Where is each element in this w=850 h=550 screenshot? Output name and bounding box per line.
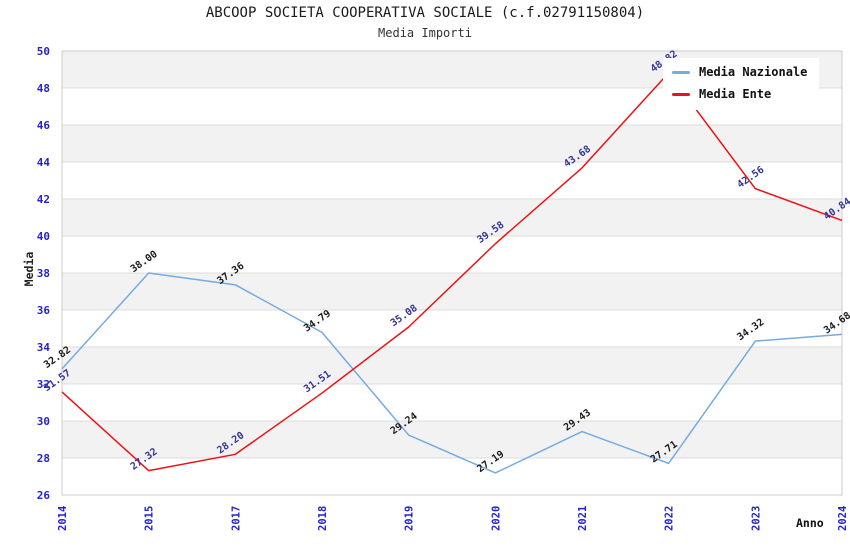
x-tick-label: 2017 <box>230 506 242 531</box>
legend-item-media-ente: Media Ente <box>672 87 807 101</box>
y-tick-label: 44 <box>37 156 51 169</box>
x-tick-label: 2020 <box>490 506 502 531</box>
series-line-media-ente <box>61 72 843 472</box>
plot-band <box>62 421 842 458</box>
y-tick-label: 46 <box>37 119 51 132</box>
plot-band <box>62 347 842 384</box>
legend-item-media-nazionale: Media Nazionale <box>672 65 807 79</box>
x-tick-label: 2021 <box>577 506 589 531</box>
point-label: 34.32 <box>735 317 766 343</box>
legend-label-media-nazionale: Media Nazionale <box>699 65 808 79</box>
x-tick-label: 2023 <box>750 506 762 531</box>
x-tick-label: 2014 <box>57 506 69 531</box>
x-tick-label: 2019 <box>404 506 416 531</box>
plot-band <box>62 199 842 236</box>
y-tick-label: 38 <box>37 267 50 280</box>
y-tick-label: 48 <box>37 82 50 95</box>
plot-band <box>62 273 842 310</box>
x-axis-title: Anno <box>796 516 824 530</box>
y-tick-label: 30 <box>37 415 50 428</box>
plot-border <box>61 50 843 496</box>
point-label: 34.68 <box>822 310 850 336</box>
x-tick-label: 2022 <box>664 506 676 531</box>
chart-title: ABCOOP SOCIETA COOPERATIVA SOCIALE (c.f.… <box>205 5 645 21</box>
legend: Media Nazionale Media Ente <box>663 58 820 110</box>
plot-band <box>62 125 842 162</box>
y-tick-label: 36 <box>37 304 51 317</box>
y-axis-title: Media <box>22 251 36 287</box>
chart-subtitle: Media Importi <box>378 26 472 40</box>
y-tick-label: 26 <box>37 489 51 502</box>
x-tick-label: 2015 <box>144 506 156 531</box>
y-tick-label: 40 <box>37 230 50 243</box>
y-tick-label: 42 <box>37 193 50 206</box>
y-tick-label: 34 <box>37 341 51 354</box>
series-line-media-nazionale <box>61 272 843 474</box>
y-tick-label: 28 <box>37 452 50 465</box>
legend-swatch-blue-icon <box>672 70 690 74</box>
point-label: 38.00 <box>129 249 160 275</box>
y-tick-label: 32 <box>37 378 50 391</box>
y-tick-label: 50 <box>37 45 50 58</box>
x-tick-label: 2024 <box>837 506 849 531</box>
x-tick-label: 2018 <box>317 506 329 531</box>
legend-swatch-red-icon <box>672 92 690 96</box>
legend-label-media-ente: Media Ente <box>699 87 772 101</box>
